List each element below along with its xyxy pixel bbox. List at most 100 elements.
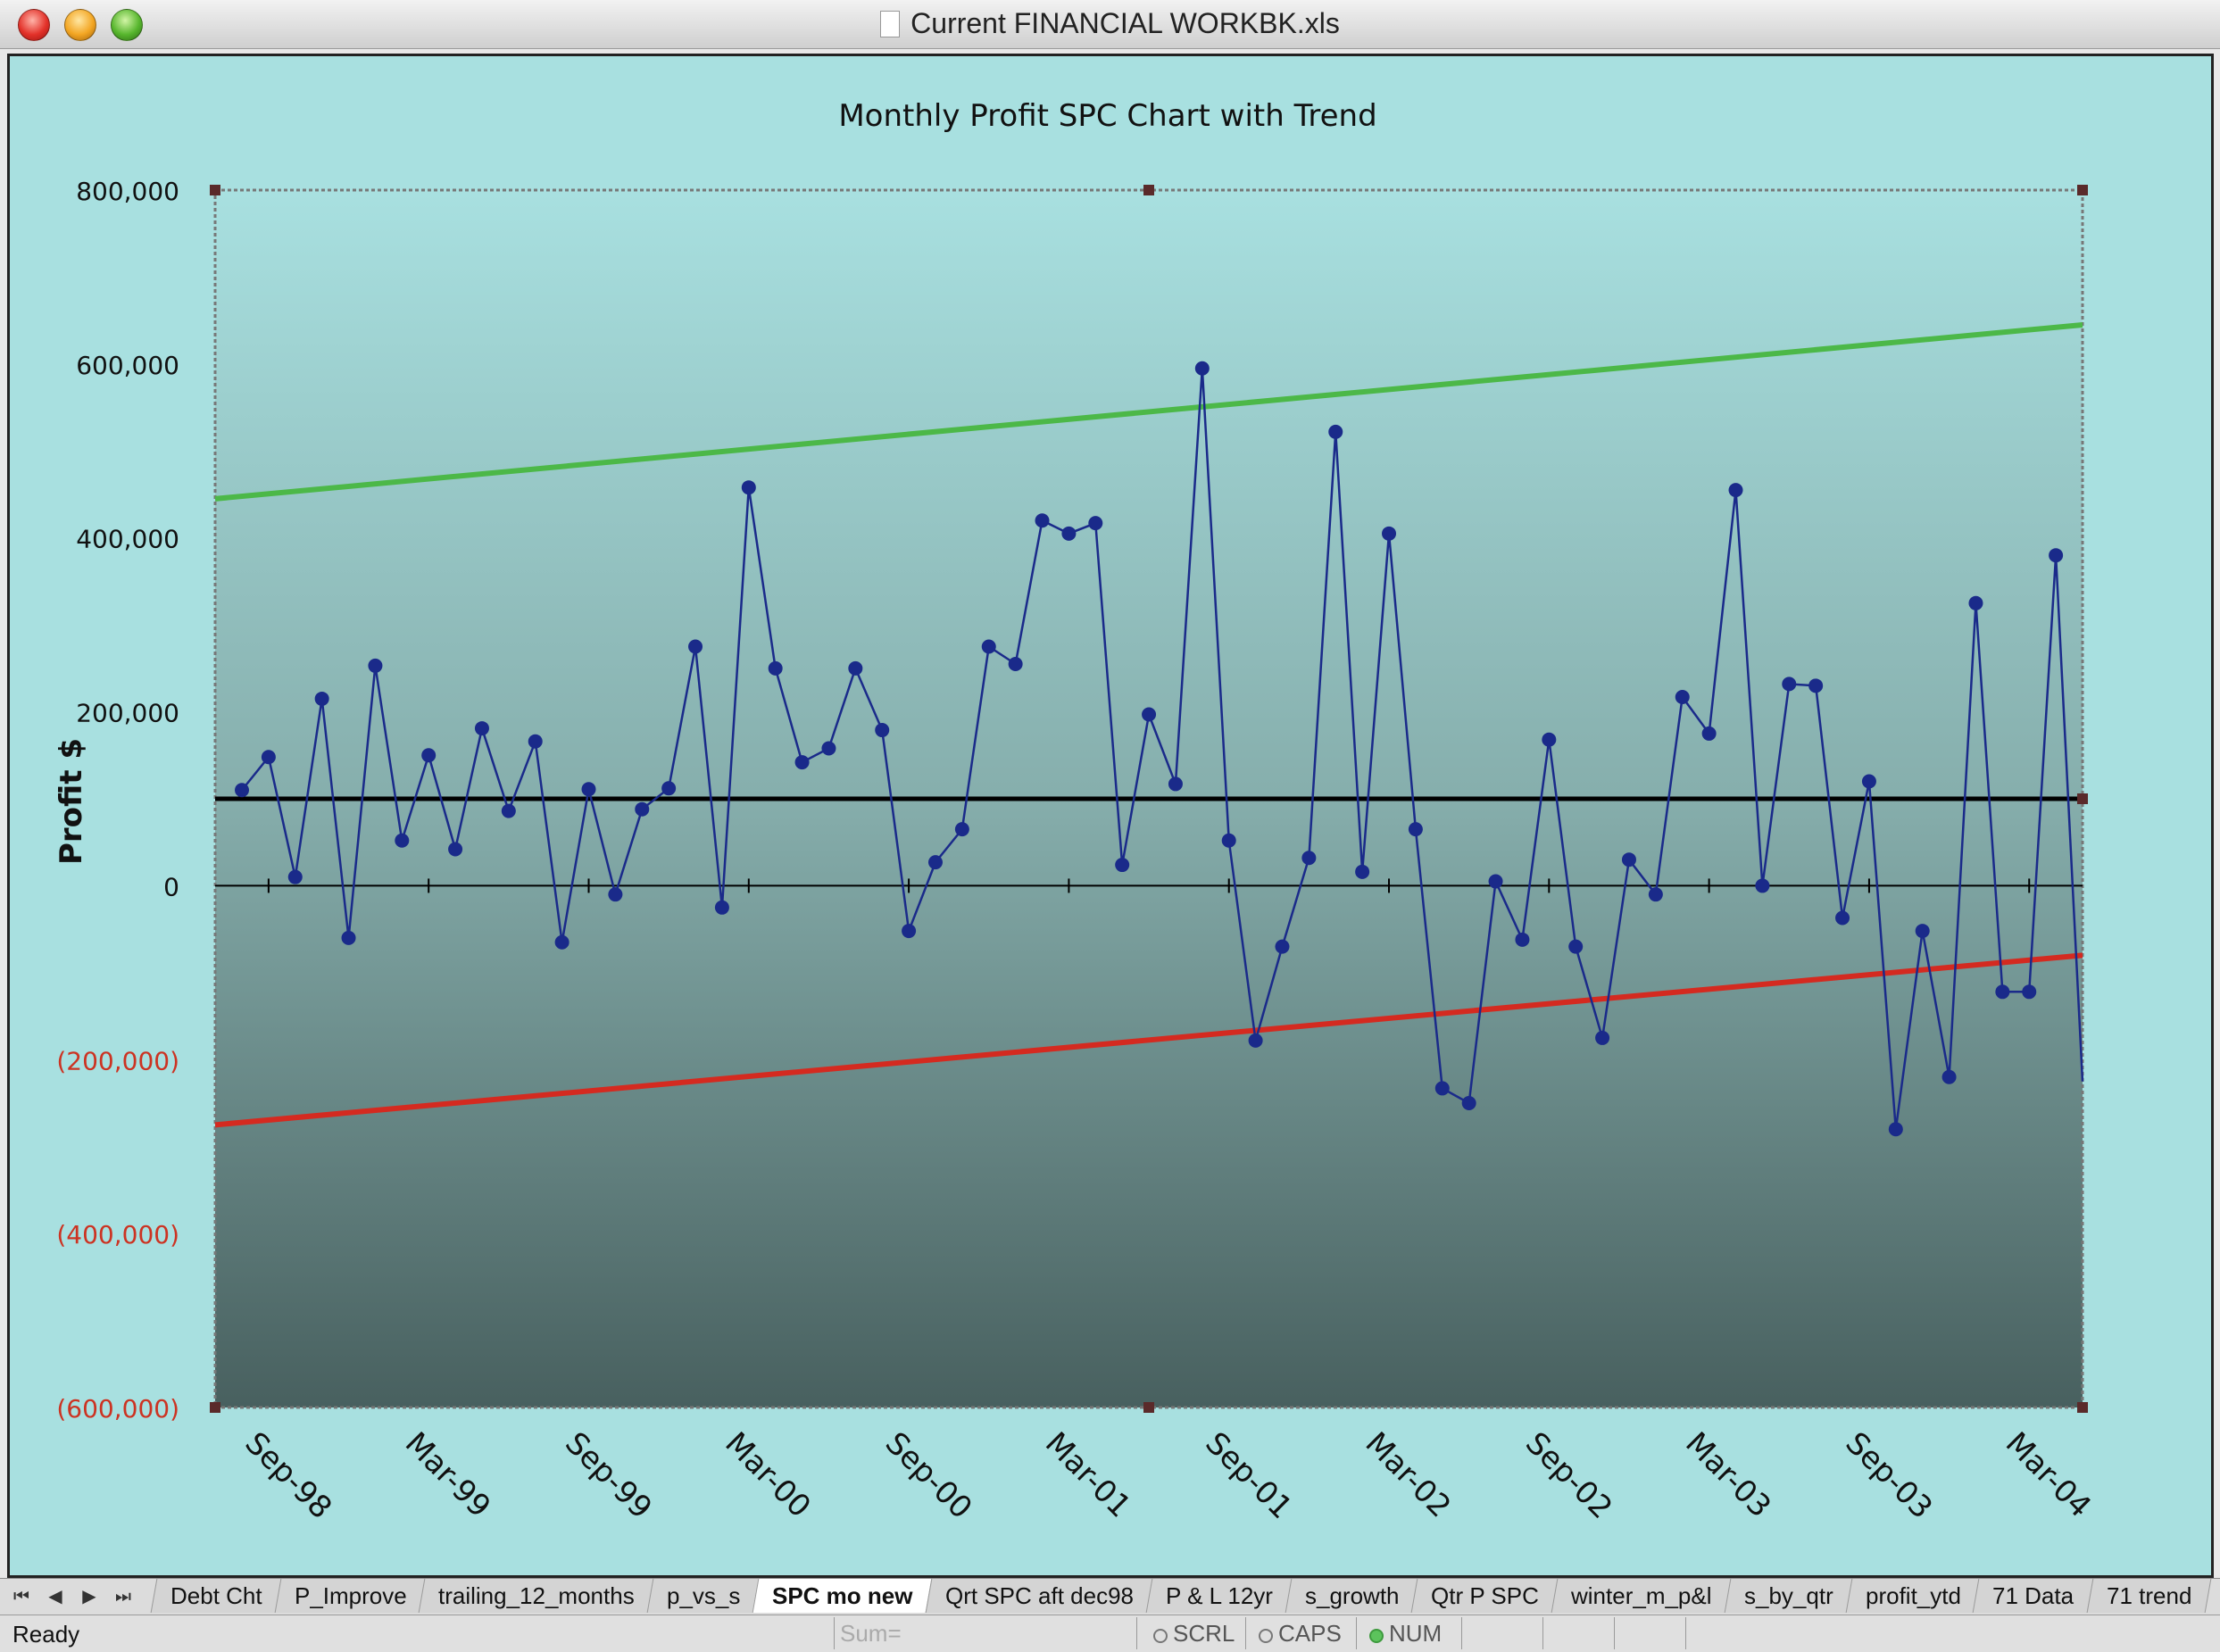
sheet-tab[interactable]: Qtr P SPC (1411, 1579, 1559, 1613)
data-point[interactable] (875, 723, 890, 738)
profit-series-line[interactable] (241, 368, 2084, 1130)
sheet-tab[interactable]: P & L 12yr (1145, 1579, 1293, 1613)
data-point[interactable] (1328, 424, 1343, 439)
data-point[interactable] (661, 781, 677, 796)
data-point[interactable] (1088, 516, 1103, 531)
data-point[interactable] (2049, 548, 2064, 563)
data-point[interactable] (794, 755, 810, 770)
data-point[interactable] (608, 887, 623, 902)
data-point[interactable] (1595, 1030, 1610, 1045)
first-sheet-button[interactable]: ⏮ (13, 1587, 29, 1606)
data-point[interactable] (235, 783, 249, 798)
selection-handle[interactable] (1143, 1402, 1154, 1413)
data-point[interactable] (1008, 656, 1023, 671)
sheet-tab[interactable]: s_by_qtr (1724, 1579, 1853, 1613)
selection-handle[interactable] (2077, 1402, 2088, 1413)
selection-handle[interactable] (210, 1402, 220, 1413)
data-point[interactable] (1675, 690, 1690, 705)
sheet-tab[interactable]: winter_m_p&l (1551, 1579, 1733, 1613)
data-point[interactable] (1755, 878, 1770, 893)
upper-control-limit[interactable] (214, 322, 2083, 502)
zoom-window-button[interactable] (111, 9, 143, 41)
data-point[interactable] (635, 801, 650, 817)
data-point[interactable] (1035, 513, 1050, 528)
data-point[interactable] (341, 930, 356, 945)
sheet-tab[interactable]: s_growth (1285, 1579, 1419, 1613)
data-point[interactable] (1621, 852, 1636, 868)
data-point[interactable] (1835, 910, 1850, 926)
data-point[interactable] (1301, 851, 1317, 866)
data-point[interactable] (954, 822, 969, 837)
data-point[interactable] (1995, 984, 2010, 1000)
data-point[interactable] (1382, 526, 1397, 541)
sheet-tab[interactable]: 71 Data (1973, 1579, 2094, 1613)
close-window-button[interactable] (18, 9, 50, 41)
minimize-window-button[interactable] (64, 9, 96, 41)
data-point[interactable] (1461, 1096, 1476, 1110)
selection-handle[interactable] (2077, 793, 2088, 804)
data-point[interactable] (1515, 932, 1530, 947)
sheet-tab[interactable]: Debt Cht (150, 1579, 282, 1613)
sheet-tab[interactable]: P_Improve (274, 1579, 427, 1613)
lower-control-limit[interactable] (214, 952, 2083, 1128)
data-point[interactable] (1408, 822, 1423, 837)
data-point[interactable] (1728, 483, 1743, 498)
data-point[interactable] (528, 734, 543, 749)
sheet-tab[interactable]: p_vs_s (646, 1579, 761, 1613)
data-point[interactable] (1194, 361, 1210, 376)
sheet-tab[interactable]: Qrt SPC aft dec98 (925, 1579, 1154, 1613)
data-point[interactable] (287, 869, 303, 884)
data-point[interactable] (848, 660, 863, 676)
data-point[interactable] (1248, 1033, 1263, 1048)
data-point[interactable] (1808, 678, 1824, 693)
data-point[interactable] (768, 660, 783, 676)
last-sheet-button[interactable]: ⏭ (115, 1587, 131, 1606)
data-point[interactable] (474, 721, 489, 736)
data-point[interactable] (1142, 707, 1157, 722)
data-point[interactable] (395, 833, 410, 848)
spc-chart[interactable]: Monthly Profit SPC Chart with Trend Prof… (10, 56, 2211, 1575)
data-point[interactable] (1355, 864, 1370, 879)
data-point[interactable] (714, 900, 729, 915)
data-point[interactable] (1915, 924, 1930, 939)
data-point[interactable] (981, 639, 996, 654)
data-point[interactable] (1488, 874, 1503, 889)
data-point[interactable] (1968, 595, 1983, 610)
data-point[interactable] (1434, 1081, 1450, 1096)
data-point[interactable] (1941, 1069, 1957, 1084)
data-point[interactable] (1221, 833, 1236, 848)
sheet-tab[interactable]: profit_ytd (1845, 1579, 1981, 1613)
data-point[interactable] (1115, 858, 1130, 873)
data-point[interactable] (448, 842, 463, 857)
data-point[interactable] (2022, 984, 2037, 1000)
data-point[interactable] (902, 924, 917, 939)
data-point[interactable] (1061, 526, 1077, 541)
data-point[interactable] (554, 934, 570, 950)
data-point[interactable] (1888, 1122, 1903, 1137)
data-point[interactable] (314, 691, 329, 706)
data-point[interactable] (1542, 732, 1557, 747)
data-point[interactable] (1568, 939, 1584, 954)
data-point[interactable] (741, 480, 756, 495)
data-point[interactable] (1782, 677, 1797, 692)
data-point[interactable] (688, 639, 703, 654)
data-point[interactable] (368, 658, 383, 673)
data-point[interactable] (1168, 776, 1183, 792)
data-point[interactable] (501, 803, 516, 818)
data-point[interactable] (421, 748, 437, 763)
selection-handle[interactable] (1143, 185, 1154, 195)
data-point[interactable] (1701, 726, 1717, 741)
sheet-tab[interactable]: 71 trend (2086, 1579, 2212, 1613)
sheet-tab[interactable]: SPC mo new (752, 1579, 934, 1613)
selection-handle[interactable] (2077, 185, 2088, 195)
data-point[interactable] (927, 855, 943, 870)
previous-sheet-button[interactable]: ◀ (48, 1587, 62, 1606)
data-point[interactable] (1648, 887, 1663, 902)
selection-handle[interactable] (210, 185, 220, 195)
data-point[interactable] (821, 741, 836, 756)
data-point[interactable] (581, 782, 596, 797)
data-point[interactable] (1275, 939, 1290, 954)
sheet-tab[interactable]: trailing_12_months (418, 1579, 655, 1613)
data-point[interactable] (1861, 774, 1876, 789)
data-point[interactable] (261, 750, 276, 765)
